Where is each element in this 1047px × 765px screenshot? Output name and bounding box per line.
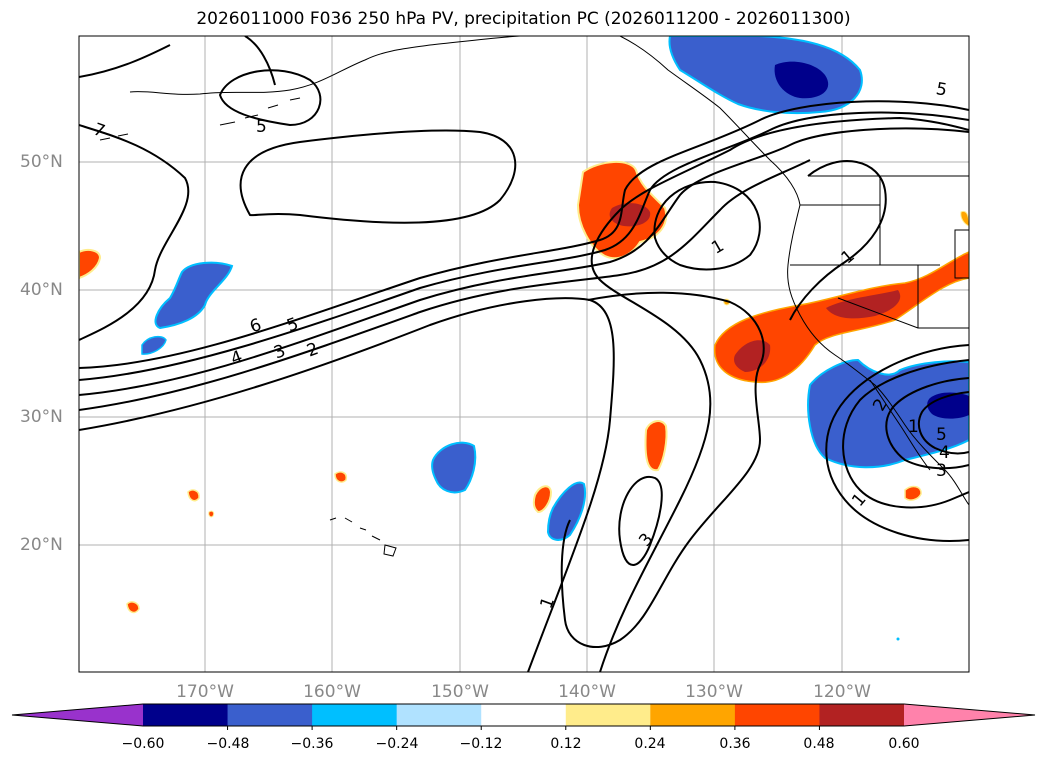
lat-label-40n: 40°N (20, 280, 63, 300)
colorbar-tick-label: 0.12 (550, 736, 582, 752)
pv-contour (79, 159, 811, 411)
pv-contour (560, 291, 765, 649)
colorbar-segment (227, 704, 313, 726)
colorbar-tick-label: 0.36 (719, 736, 751, 752)
pv-contour (618, 475, 663, 566)
colorbar-tick-label: 0.48 (803, 736, 835, 752)
precip-blob (546, 481, 586, 541)
colorbar-outline (11, 703, 1036, 727)
precip-dot (896, 637, 900, 641)
pv-contour (79, 127, 969, 396)
colorbar-tick-label: 0.60 (888, 736, 920, 752)
pv-contour (79, 100, 969, 369)
baja-coast (869, 379, 931, 471)
colorbar-tick-label: −0.12 (459, 736, 503, 752)
colorbar-segment (734, 704, 820, 726)
lon-label-170w: 170°W (176, 682, 234, 702)
pv-contour (79, 297, 615, 672)
precip-blob (431, 441, 477, 494)
alaska-coast (129, 36, 521, 95)
colorbar-extend-left (12, 704, 143, 726)
lat-label-50n: 50°N (20, 152, 63, 172)
pv-contour (885, 377, 969, 470)
pv-contour (653, 180, 761, 271)
precip-blob (154, 261, 234, 330)
precip-blob (532, 485, 553, 514)
pv-contour (590, 116, 969, 672)
colorbar-tick-label: −0.60 (121, 736, 165, 752)
precip-blob (904, 485, 922, 501)
precip-blob (960, 210, 969, 227)
contour-label: 4 (939, 443, 950, 463)
precip-blob (208, 510, 215, 518)
lon-label-140w: 140°W (558, 682, 616, 702)
precip-blob (334, 471, 348, 483)
colorbar (11, 703, 1036, 730)
plot-area (79, 36, 969, 672)
precip-blob (79, 249, 102, 280)
colorbar-extend-right (904, 704, 1035, 726)
colorbar-tick-label: −0.24 (375, 736, 419, 752)
hawaii-islands (329, 517, 397, 557)
contour-label: 5 (256, 117, 267, 137)
precip-blob (774, 61, 829, 99)
colorbar-tick-label: 0.24 (634, 736, 666, 752)
colorbar-segment (819, 704, 905, 726)
colorbar-segment (565, 704, 651, 726)
lon-label-130w: 130°W (685, 682, 743, 702)
pv-contour (218, 69, 322, 127)
colorbar-tick-label: −0.36 (290, 736, 334, 752)
colorbar-tick-label: −0.48 (206, 736, 250, 752)
pv-contour (789, 160, 887, 321)
pv-contour (825, 344, 969, 542)
precip-blob (826, 290, 901, 319)
us-west-coast (787, 204, 969, 506)
contour-label: 3 (936, 461, 947, 481)
pv-contour (79, 36, 276, 86)
pv-contour (79, 111, 969, 381)
precip-blob (644, 420, 668, 472)
contour-label: 5 (934, 79, 948, 101)
colorbar-segment (312, 704, 398, 726)
pv-contour (917, 391, 969, 455)
precip-negative (141, 36, 969, 641)
colorbar-segment (481, 704, 567, 726)
lon-label-150w: 150°W (431, 682, 489, 702)
state-borders (790, 175, 969, 329)
precip-blob (141, 335, 167, 355)
lat-label-20n: 20°N (20, 535, 63, 555)
pv-contour (239, 129, 517, 224)
lat-label-30n: 30°N (20, 407, 63, 427)
lon-label-160w: 160°W (303, 682, 361, 702)
lon-label-120w: 120°W (813, 682, 871, 702)
coastlines (99, 36, 969, 557)
pv-contours (79, 36, 969, 672)
map-title: 2026011000 F036 250 hPa PV, precipitatio… (196, 9, 851, 29)
colorbar-segment (143, 704, 229, 726)
pv-contour (79, 124, 190, 341)
plot-border (78, 35, 970, 673)
contour-label: 5 (936, 425, 947, 445)
precip-blob (187, 489, 200, 502)
pv-contour (842, 359, 969, 509)
precip-blob (126, 601, 140, 614)
contour-label: 1 (908, 417, 919, 437)
colorbar-segment (396, 704, 482, 726)
colorbar-segment (650, 704, 736, 726)
